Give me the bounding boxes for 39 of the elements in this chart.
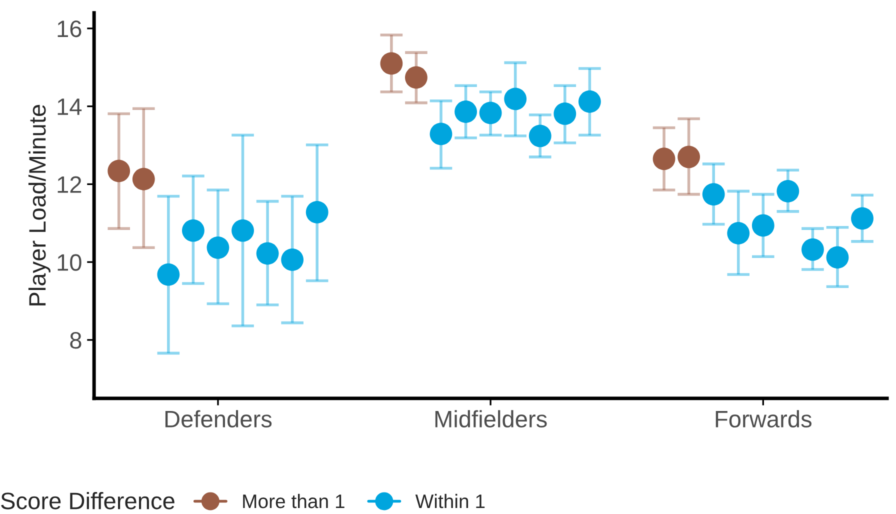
x-tick-label: Midfielders <box>435 410 547 428</box>
point <box>776 180 800 202</box>
x-tick-label: Defenders <box>165 410 272 428</box>
point <box>851 207 874 230</box>
point <box>802 238 824 261</box>
point <box>554 102 576 125</box>
point <box>454 100 477 123</box>
point <box>206 236 230 259</box>
point <box>479 102 502 124</box>
point <box>157 263 180 286</box>
point <box>652 148 676 170</box>
point <box>132 168 155 190</box>
point <box>504 88 527 110</box>
point <box>430 122 452 146</box>
y-tick-label: 14 <box>58 98 82 115</box>
point <box>826 246 849 269</box>
x-tick-label: Forwards <box>716 410 812 428</box>
legend-label: Within 1 <box>415 494 485 508</box>
point <box>752 214 774 237</box>
point <box>232 219 254 242</box>
y-tick-label: 12 <box>58 176 82 193</box>
point <box>182 219 204 242</box>
y-axis-title: Player Load/Minute <box>28 104 50 306</box>
point <box>528 124 552 148</box>
point <box>405 66 428 89</box>
y-tick-label: 16 <box>58 20 82 38</box>
point <box>678 146 700 168</box>
point <box>306 201 328 224</box>
point <box>380 52 403 75</box>
point <box>702 183 725 206</box>
point <box>578 90 601 113</box>
point <box>256 242 279 265</box>
legend-title: Score Difference <box>1 492 174 510</box>
point <box>281 248 304 271</box>
legend-label: More than 1 <box>243 494 344 508</box>
y-tick-label: 8 <box>70 332 82 349</box>
point <box>108 160 130 182</box>
y-tick-label: 10 <box>58 254 82 271</box>
point <box>727 222 750 244</box>
